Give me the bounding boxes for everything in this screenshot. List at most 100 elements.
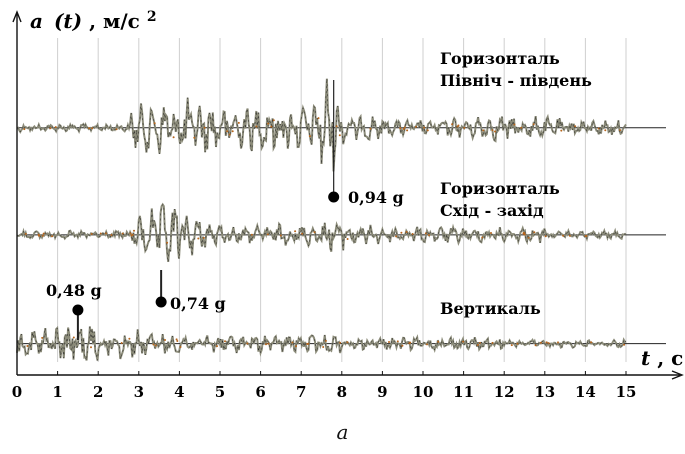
- trace-noise-dot: [560, 129, 563, 132]
- trace-noise-dot: [409, 341, 412, 344]
- y-axis-label-arg: (t): [54, 9, 82, 33]
- trace-noise-dot: [129, 232, 132, 235]
- x-axis-label-main: t: [641, 346, 651, 370]
- x-tick-label-0: 0: [12, 383, 22, 401]
- trace-noise-dot: [400, 231, 403, 234]
- trace-noise-dot: [547, 342, 550, 345]
- trace-noise-dot: [224, 340, 226, 343]
- trace-noise-dot: [24, 232, 27, 235]
- accelerogram-chart: 0 1 2 3 4 5 6 7 8 9 10 11 12 13 14 15 ГоризонтальПівніч…: [12, 9, 684, 401]
- axes-group: [12, 10, 684, 380]
- trace-noise-dot: [532, 123, 535, 126]
- trace-noise-dot: [426, 343, 428, 346]
- trace-noise-dot: [313, 231, 316, 234]
- trace-noise-dot: [154, 344, 157, 347]
- x-tick-label-8: 8: [337, 383, 347, 401]
- trace-noise-dot: [426, 129, 429, 132]
- peak-label-1: 0,74 g: [170, 294, 226, 313]
- trace-noise-dot: [463, 126, 466, 129]
- trace-noise-dot: [574, 125, 577, 128]
- trace-noise-dot: [164, 339, 166, 341]
- trace-noise-dot: [491, 341, 494, 344]
- trace-noise-dot: [270, 125, 273, 128]
- x-tick-label-13: 13: [534, 383, 555, 401]
- trace-0: [16, 78, 666, 172]
- trace-noise-dot: [510, 344, 513, 347]
- trace-noise-dot: [346, 238, 349, 240]
- trace-noise-dot: [166, 241, 169, 244]
- trace-noise-dot: [202, 236, 205, 239]
- trace-noise-dot: [250, 233, 253, 236]
- trace-noise-dot: [110, 234, 113, 236]
- series-label-1-line-1: Схід - захід: [440, 201, 544, 220]
- traces-group: [16, 78, 666, 361]
- trace-noise-dot: [267, 122, 270, 125]
- trace-noise-dot: [527, 236, 530, 239]
- peak-marker-1: [155, 296, 167, 308]
- trace-noise-dot: [99, 232, 102, 235]
- series-label-0-line-1: Північ - південь: [440, 71, 592, 90]
- trace-noise-dot: [406, 129, 409, 132]
- trace-noise-dot: [522, 232, 525, 235]
- trace-noise-dot: [491, 129, 494, 132]
- trace-noise-dot: [584, 235, 587, 237]
- grid-lines: [57, 38, 627, 362]
- peak-annotations: 0,94 g 0,74 g 0,48 g: [46, 80, 404, 340]
- trace-noise-dot: [121, 232, 124, 235]
- trace-noise-dot: [544, 235, 547, 238]
- trace-noise-dot: [228, 133, 231, 136]
- y-axis-label-units: , м/с: [89, 9, 140, 33]
- peak-label-0: 0,94 g: [348, 188, 404, 207]
- trace-noise-dot: [317, 117, 320, 120]
- trace-noise-dot: [428, 234, 430, 237]
- trace-noise-dot: [597, 127, 600, 130]
- trace-noise-dot: [533, 231, 536, 234]
- trace-noise-dot: [604, 129, 607, 132]
- trace-noise-dot: [399, 127, 402, 130]
- trace-noise-dot: [494, 130, 496, 133]
- trace-noise-dot: [90, 346, 92, 349]
- trace-noise-dot: [51, 235, 54, 238]
- x-axis-label-units: , с: [657, 346, 683, 370]
- trace-noise-dot: [322, 346, 325, 348]
- trace-noise-dot: [307, 342, 310, 345]
- y-axis-label: a (t) , м/с 2: [30, 9, 157, 33]
- x-tick-label-15: 15: [616, 383, 637, 401]
- trace-noise-dot: [216, 345, 218, 348]
- trace-noise-dot: [49, 127, 52, 130]
- trace-noise-dot: [231, 130, 234, 133]
- trace-noise-dot: [128, 337, 131, 340]
- trace-noise-dot: [557, 341, 559, 344]
- trace-noise-dot: [291, 341, 294, 344]
- trace-noise-dot: [520, 126, 523, 129]
- x-tick-label-6: 6: [255, 383, 265, 401]
- trace-noise-dot: [490, 232, 492, 234]
- trace-noise-dot: [324, 339, 327, 342]
- x-tick-label-9: 9: [377, 383, 387, 401]
- trace-noise-dot: [545, 341, 548, 344]
- trace-noise-dot: [41, 336, 44, 339]
- trace-noise-dot: [193, 136, 196, 139]
- peak-marker-0: [328, 191, 340, 203]
- trace-noise-dot: [91, 127, 94, 130]
- trace-noise-dot: [279, 234, 282, 237]
- trace-noise-dot: [534, 344, 537, 347]
- trace-noise-dot: [203, 126, 206, 129]
- trace-2: [16, 325, 666, 361]
- trace-line-0: [16, 78, 627, 172]
- x-tick-label-12: 12: [494, 383, 515, 401]
- x-tick-label-7: 7: [296, 383, 306, 401]
- trace-noise-dot: [131, 233, 134, 236]
- trace-noise-dot: [411, 233, 414, 235]
- trace-noise-dot: [369, 127, 372, 130]
- trace-noise-dot: [395, 235, 398, 238]
- trace-noise-dot: [152, 343, 155, 346]
- trace-noise-dot: [476, 344, 479, 346]
- trace-noise-dot: [396, 340, 399, 343]
- trace-noise-dot: [88, 127, 91, 130]
- trace-noise-dot: [172, 136, 175, 139]
- trace-noise-dot: [54, 126, 57, 129]
- trace-noise-dot: [255, 125, 258, 128]
- trace-noise-dot: [451, 123, 454, 126]
- trace-1: [16, 202, 666, 263]
